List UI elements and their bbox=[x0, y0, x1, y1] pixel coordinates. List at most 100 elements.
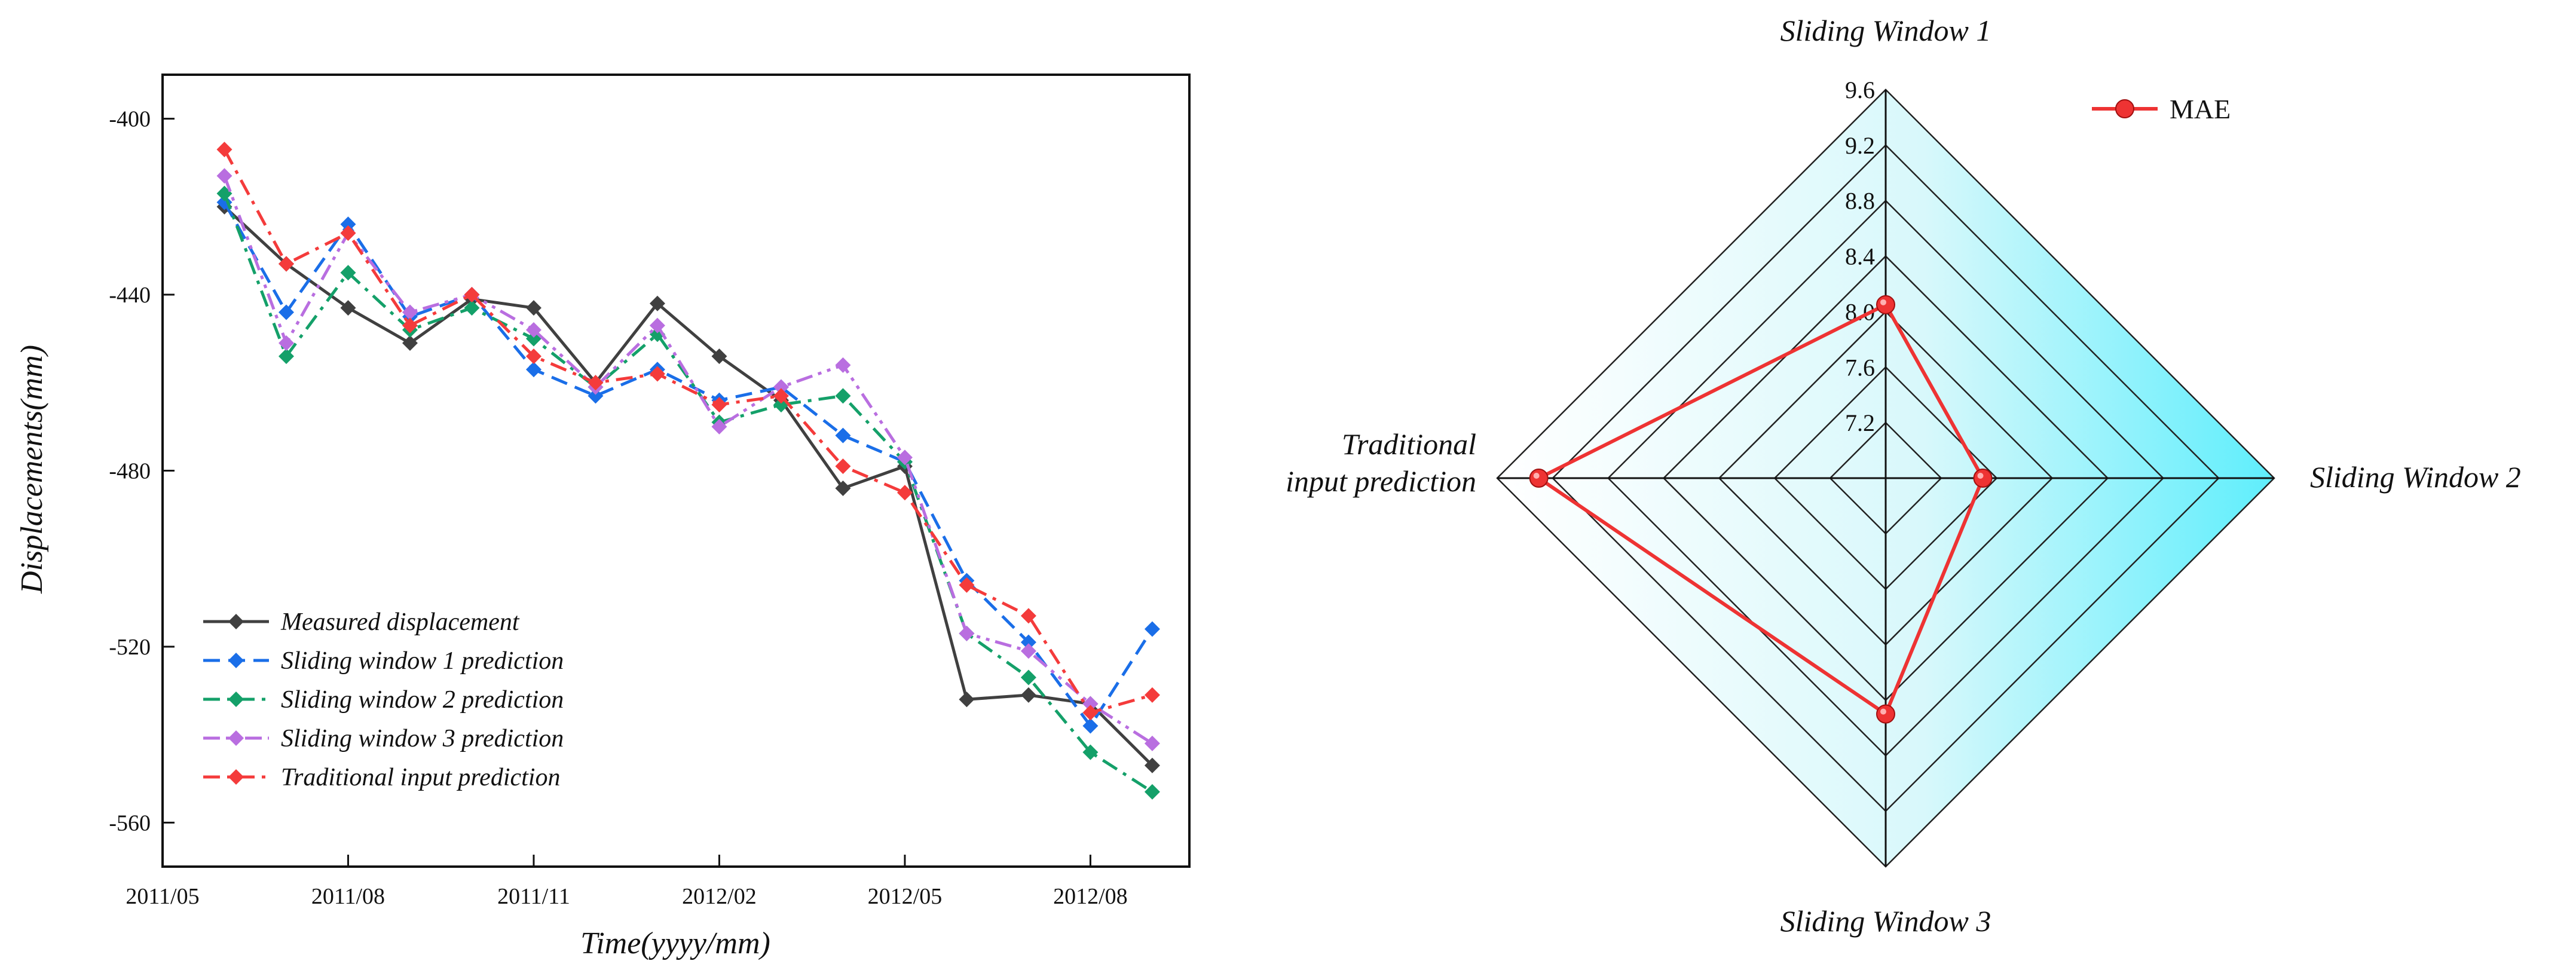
radar-axis-label: Traditional bbox=[1342, 427, 1476, 461]
radar-data-point bbox=[1529, 469, 1549, 488]
data-point bbox=[525, 322, 541, 338]
data-point bbox=[340, 225, 356, 241]
radar-point-highlight bbox=[1977, 473, 1984, 479]
legend-label: Sliding window 3 prediction bbox=[281, 725, 564, 752]
data-point bbox=[216, 142, 232, 158]
data-point bbox=[1082, 718, 1099, 734]
data-point bbox=[1144, 735, 1160, 751]
radar-tick-label: 9.2 bbox=[1845, 132, 1875, 159]
data-point bbox=[835, 388, 851, 404]
data-point bbox=[835, 480, 851, 496]
data-point bbox=[897, 485, 913, 501]
legend-label: Sliding window 1 prediction bbox=[281, 647, 564, 675]
data-point bbox=[525, 362, 541, 378]
y-tick-label: -480 bbox=[109, 459, 151, 484]
radar-chart: 7.27.68.08.48.89.29.6 Sliding Window 1Sl… bbox=[1286, 14, 2521, 938]
legend-swatch-marker bbox=[228, 614, 244, 629]
data-point bbox=[1020, 608, 1036, 624]
radar-axis-label: input prediction bbox=[1286, 464, 1476, 498]
radar-tick-label: 7.6 bbox=[1845, 354, 1875, 381]
series-line bbox=[223, 175, 1154, 745]
data-point bbox=[1020, 634, 1036, 650]
legend-item: Measured displacement bbox=[203, 608, 520, 636]
data-point bbox=[402, 335, 418, 351]
x-axis-label: Time(yyyy/mm) bbox=[580, 926, 770, 960]
data-point bbox=[959, 625, 975, 641]
data-point bbox=[402, 304, 418, 320]
data-point bbox=[525, 348, 541, 365]
x-tick-label: 2011/08 bbox=[311, 884, 385, 909]
data-point bbox=[649, 366, 665, 382]
radar-axis-label: Sliding Window 3 bbox=[1780, 904, 1991, 938]
data-point bbox=[1144, 757, 1160, 773]
legend-swatch-marker bbox=[228, 769, 244, 785]
x-tick-label: 2011/11 bbox=[497, 884, 570, 909]
x-tick-label: 2012/08 bbox=[1053, 884, 1128, 909]
radar-tick-label: 7.2 bbox=[1845, 409, 1875, 436]
radar-axis-label: Sliding Window 1 bbox=[1780, 14, 1991, 47]
legend-item: Sliding window 2 prediction bbox=[203, 686, 564, 714]
series-line bbox=[223, 148, 1153, 714]
y-axis-label: Displacements(mm) bbox=[15, 345, 49, 594]
legend-item: Sliding window 3 prediction bbox=[203, 725, 564, 752]
data-point bbox=[216, 168, 232, 184]
data-point bbox=[711, 418, 727, 435]
radar-data-point bbox=[1876, 704, 1895, 724]
x-tick-label: 2012/02 bbox=[682, 884, 757, 909]
data-point bbox=[278, 304, 294, 320]
radar-tick-label: 8.8 bbox=[1845, 188, 1875, 215]
radar-ticks: 7.27.68.08.48.89.29.6 bbox=[1845, 77, 1875, 436]
data-point bbox=[711, 348, 727, 365]
radar-legend-swatch-marker bbox=[2115, 99, 2134, 118]
series-traditional-input-prediction bbox=[216, 142, 1160, 721]
data-point bbox=[464, 287, 480, 303]
radar-legend-label: MAE bbox=[2170, 94, 2231, 124]
data-point bbox=[897, 449, 913, 466]
legend-swatch-marker bbox=[228, 692, 244, 707]
legend-label: Measured displacement bbox=[280, 608, 520, 636]
legend-swatch-marker bbox=[228, 653, 244, 668]
radar-legend: MAE bbox=[2092, 94, 2231, 124]
data-point bbox=[278, 348, 294, 365]
data-point bbox=[1082, 744, 1099, 760]
data-point bbox=[588, 375, 604, 391]
series-line bbox=[223, 192, 1154, 793]
radar-axis-label: Sliding Window 2 bbox=[2310, 460, 2521, 494]
radar-point-highlight bbox=[1533, 473, 1540, 479]
line-chart-ticks: -400 -440 -480 -520 -560 2011/05 2011/08 2011/1… bbox=[109, 107, 1127, 909]
data-point bbox=[649, 295, 665, 311]
data-point bbox=[278, 256, 294, 272]
data-point bbox=[278, 335, 294, 351]
y-tick-label: -560 bbox=[109, 810, 151, 836]
data-point bbox=[711, 397, 727, 413]
series-line bbox=[223, 205, 1154, 767]
y-tick-label: -440 bbox=[109, 283, 151, 308]
radar-data-point bbox=[1876, 295, 1895, 314]
data-point bbox=[588, 388, 604, 404]
legend-swatch-marker bbox=[228, 730, 244, 746]
x-tick-label: 2011/05 bbox=[126, 884, 199, 909]
y-tick-label: -400 bbox=[109, 107, 151, 132]
line-chart-series bbox=[216, 142, 1160, 800]
radar-series bbox=[1529, 295, 1993, 724]
data-point bbox=[835, 357, 851, 373]
data-point bbox=[1144, 784, 1160, 800]
data-point bbox=[1020, 643, 1036, 659]
data-point bbox=[1144, 687, 1160, 703]
data-point bbox=[340, 265, 356, 281]
data-point bbox=[1082, 705, 1099, 721]
data-point bbox=[340, 216, 356, 232]
data-point bbox=[835, 458, 851, 475]
legend-item: Sliding window 1 prediction bbox=[203, 647, 564, 675]
series-line bbox=[223, 201, 1154, 727]
y-tick-label: -520 bbox=[109, 635, 151, 660]
data-point bbox=[1082, 696, 1099, 712]
data-point bbox=[959, 692, 975, 708]
radar-point-highlight bbox=[1880, 299, 1886, 305]
legend-label: Sliding window 2 prediction bbox=[281, 686, 564, 714]
data-point bbox=[773, 379, 789, 395]
data-point bbox=[1144, 621, 1160, 637]
data-point bbox=[1020, 669, 1036, 686]
radar-point-highlight bbox=[1880, 708, 1886, 715]
